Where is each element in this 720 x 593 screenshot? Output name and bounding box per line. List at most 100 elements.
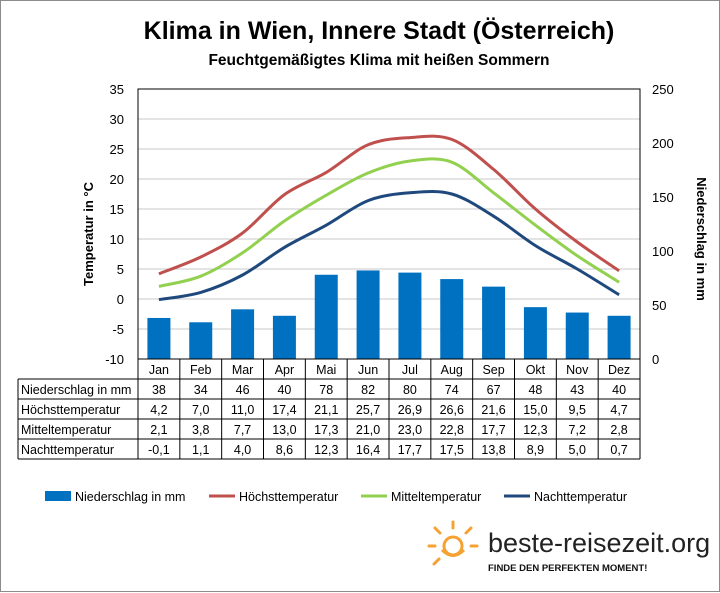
gridlines — [138, 118, 640, 330]
table-cell: 40 — [277, 383, 291, 397]
sun-icon — [427, 520, 479, 566]
table-cell: 2,8 — [610, 423, 627, 437]
y-tick-label: 35 — [110, 82, 124, 97]
table-cell: 15,0 — [523, 403, 547, 417]
table-cell: -0,1 — [148, 443, 170, 457]
table-cell: 4,2 — [150, 403, 167, 417]
table-cell: 34 — [194, 383, 208, 397]
temperature-line-mean — [158, 157, 620, 288]
right-axis-ticks: 250 200 150 100 50 0 — [652, 82, 674, 367]
table-cell: 23,0 — [398, 423, 422, 437]
y2-tick-label: 150 — [652, 190, 674, 205]
precip-bar — [482, 286, 506, 359]
month-label: Jan — [149, 363, 169, 377]
legend-label: Nachttemperatur — [534, 490, 627, 504]
y-tick-label: 20 — [110, 172, 124, 187]
y-tick-label: 0 — [117, 292, 124, 307]
temperature-lines — [158, 134, 620, 302]
brand-slogan: FINDE DEN PERFEKTEN MOMENT! — [488, 563, 647, 574]
month-label: Aug — [441, 363, 463, 377]
precip-bar — [189, 322, 213, 359]
table-cell: 17,4 — [272, 403, 296, 417]
y2-tick-label: 50 — [652, 298, 666, 313]
y-tick-label: 30 — [110, 112, 124, 127]
table-cell: 21,0 — [356, 423, 380, 437]
table-cell: 12,3 — [314, 443, 338, 457]
table-cell: 46 — [236, 383, 250, 397]
temperature-line-low — [158, 190, 620, 302]
precip-bar — [147, 317, 171, 359]
table-cell: 17,3 — [314, 423, 338, 437]
precip-bar — [565, 312, 589, 359]
precip-bar — [440, 279, 464, 359]
month-label: Mai — [316, 363, 336, 377]
table-cell: 5,0 — [569, 443, 586, 457]
precip-bar — [356, 270, 380, 359]
month-label: Apr — [275, 363, 294, 377]
table-cell: 22,8 — [440, 423, 464, 437]
y2-tick-label: 100 — [652, 244, 674, 259]
brand-logo: beste-reisezeit.org FINDE DEN PERFEKTEN … — [427, 520, 710, 574]
y-tick-label: 15 — [110, 202, 124, 217]
table-cell: 7,2 — [569, 423, 586, 437]
y2-tick-label: 200 — [652, 136, 674, 151]
table-cell: 80 — [403, 383, 417, 397]
table-cell: 13,8 — [481, 443, 505, 457]
legend-label: Höchsttemperatur — [239, 490, 338, 504]
table-cell: 17,7 — [398, 443, 422, 457]
chart-title: Klima in Wien, Innere Stadt (Österreich) — [144, 16, 615, 45]
table-cell: 17,5 — [440, 443, 464, 457]
table-cell: 4,7 — [610, 403, 627, 417]
precip-bar — [231, 309, 255, 359]
month-label: Sep — [482, 363, 504, 377]
table-cell: 78 — [319, 383, 333, 397]
table-cell: 11,0 — [231, 403, 254, 417]
y-tick-label: 10 — [110, 232, 124, 247]
table-cell: 3,8 — [192, 423, 209, 437]
y-tick-label: 5 — [117, 262, 124, 277]
left-axis-ticks: 35 30 25 20 15 10 5 0 -5 -10 — [105, 82, 124, 367]
table-cell: 21,1 — [314, 403, 338, 417]
table-cell: 4,0 — [234, 443, 251, 457]
month-label: Dez — [608, 363, 630, 377]
month-label: Okt — [526, 363, 546, 377]
table-cell: 48 — [528, 383, 542, 397]
table-cell: 7,0 — [192, 403, 209, 417]
table-cell: 21,6 — [481, 403, 505, 417]
table-cell: 38 — [152, 383, 166, 397]
y-tick-label: 25 — [110, 142, 124, 157]
table-cell: 74 — [445, 383, 459, 397]
table-cell: 13,0 — [272, 423, 296, 437]
plot-border — [137, 88, 641, 360]
y-tick-label: -5 — [112, 322, 124, 337]
temperature-line-high — [158, 134, 620, 276]
legend-label: Mitteltemperatur — [391, 490, 481, 504]
table-cell: 8,9 — [527, 443, 544, 457]
table-cell: 40 — [612, 383, 626, 397]
data-table: Jan Feb Mar Apr Mai Jun Jul Aug Sep Okt Nov Dez Nied… — [17, 358, 641, 460]
table-row-label: Niederschlag in mm — [21, 383, 131, 397]
table-row-label: Höchsttemperatur — [21, 403, 120, 417]
table-cell: 2,1 — [150, 423, 167, 437]
precip-bar — [607, 315, 631, 359]
precip-bar — [523, 307, 547, 359]
table-cell: 9,5 — [569, 403, 586, 417]
precip-bar — [314, 274, 338, 359]
table-cell: 17,7 — [481, 423, 505, 437]
y2-axis-label: Niederschlag in mm — [694, 177, 709, 301]
table-cell: 7,7 — [234, 423, 251, 437]
table-cell: 12,3 — [523, 423, 547, 437]
brand-name: beste-reisezeit.org — [488, 528, 710, 558]
y2-tick-label: 0 — [652, 352, 659, 367]
table-cell: 82 — [361, 383, 375, 397]
chart-subtitle: Feuchtgemäßigtes Klima mit heißen Sommer… — [208, 52, 549, 69]
legend: Niederschlag in mm Höchsttemperatur Mittel… — [45, 490, 627, 504]
month-label: Jul — [402, 363, 418, 377]
table-cell: 67 — [487, 383, 501, 397]
precip-bar — [272, 315, 296, 359]
table-cell: 1,1 — [192, 443, 209, 457]
month-label: Nov — [566, 363, 589, 377]
legend-label: Niederschlag in mm — [75, 490, 185, 504]
